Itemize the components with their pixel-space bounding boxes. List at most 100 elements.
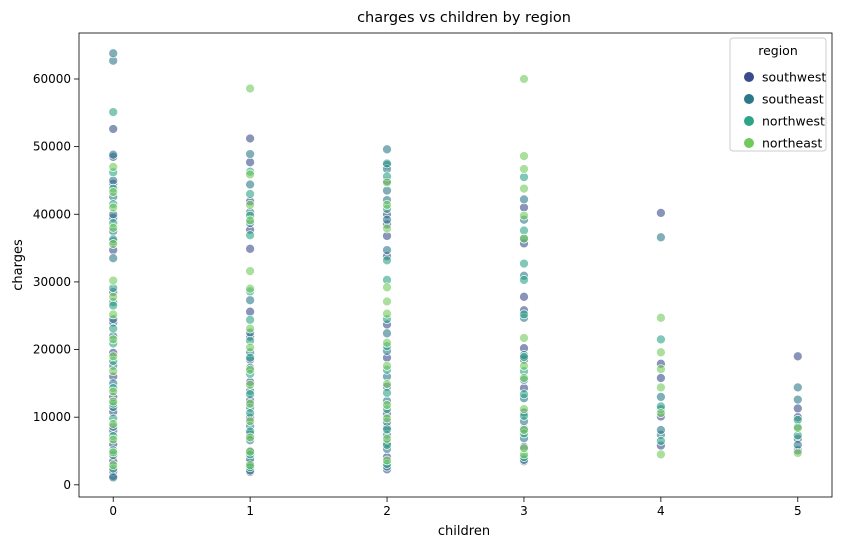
- data-point-southeast-57: [656, 425, 666, 435]
- data-point-northwest-33: [382, 424, 392, 435]
- data-point-northwest-50: [519, 309, 529, 320]
- chart-title: charges vs children by region: [357, 10, 571, 26]
- data-point-northeast-51: [519, 333, 529, 343]
- data-point-northeast-42: [382, 223, 392, 234]
- data-point-southwest-31: [245, 133, 255, 144]
- data-point-southwest-66: [792, 351, 803, 362]
- data-point-northeast-52: [519, 233, 529, 244]
- y-tick-label: 20000: [33, 343, 71, 357]
- series-northeast: [108, 74, 803, 471]
- data-point-northwest-29: [245, 189, 255, 199]
- data-point-northwest-43: [382, 158, 392, 169]
- data-point-northeast-18: [245, 446, 255, 457]
- data-point-northeast-0: [108, 460, 119, 471]
- data-point-southeast-60: [656, 232, 666, 243]
- data-point-northeast-38: [382, 337, 392, 348]
- legend: region southwest southeast northwest northe…: [729, 37, 827, 152]
- data-point-northeast-33: [382, 433, 392, 444]
- data-point-northeast-12: [108, 239, 119, 249]
- data-point-southeast-0: [108, 472, 119, 483]
- data-point-northeast-49: [519, 373, 529, 383]
- data-point-northeast-30: [245, 169, 255, 180]
- legend-marker-southwest: [744, 72, 754, 82]
- data-point-northwest-59: [792, 415, 803, 425]
- data-point-southeast-39: [382, 245, 392, 255]
- y-tick-label: 10000: [33, 410, 71, 424]
- data-point-northeast-46: [519, 443, 529, 454]
- data-point-northwest-21: [245, 389, 255, 400]
- data-point-southeast-30: [245, 149, 255, 159]
- data-point-northeast-21: [245, 398, 255, 409]
- data-point-northeast-1: [108, 447, 119, 458]
- legend-items: southwest southeast northwest northeast: [744, 70, 826, 151]
- data-point-southwest-16: [108, 124, 119, 134]
- data-point-northwest-35: [382, 387, 392, 398]
- data-point-southwest-59: [656, 373, 666, 383]
- data-point-northeast-59: [656, 408, 666, 418]
- x-axis-label: children: [438, 524, 490, 539]
- data-point-northwest-47: [519, 389, 529, 400]
- data-point-northwest-53: [519, 225, 529, 236]
- legend-label-northeast: northeast: [762, 136, 822, 151]
- data-point-northeast-34: [382, 413, 392, 424]
- y-axis-label: charges: [11, 239, 26, 291]
- data-point-southwest-30: [245, 157, 255, 168]
- data-point-northeast-5: [108, 386, 119, 397]
- data-point-northeast-60: [656, 382, 666, 393]
- data-point-southeast-61: [792, 440, 803, 450]
- data-point-northwest-27: [245, 230, 255, 241]
- data-point-southeast-29: [245, 179, 255, 190]
- legend-label-southwest: southwest: [762, 70, 826, 85]
- data-point-northeast-23: [245, 364, 255, 375]
- data-point-northeast-56: [519, 151, 529, 161]
- data-point-southeast-42: [382, 185, 392, 196]
- data-point-northeast-53: [519, 210, 529, 221]
- data-point-southeast-59: [656, 392, 666, 402]
- data-point-southeast-44: [382, 144, 392, 155]
- data-point-southeast-55: [519, 194, 529, 205]
- data-point-southeast-26: [245, 295, 255, 306]
- data-point-northeast-65: [792, 423, 803, 433]
- data-point-northeast-19: [245, 432, 255, 443]
- data-point-northeast-27: [245, 266, 255, 276]
- x-tick-label: 0: [109, 504, 117, 518]
- data-point-northwest-51: [519, 275, 529, 285]
- data-point-northeast-64: [792, 448, 803, 458]
- data-point-northeast-20: [245, 416, 255, 427]
- data-point-northeast-50: [519, 360, 529, 371]
- data-point-southeast-16: [108, 48, 119, 59]
- data-point-northwest-8: [108, 323, 119, 334]
- data-point-northeast-25: [245, 323, 255, 334]
- data-point-northeast-26: [245, 283, 255, 294]
- data-point-northeast-13: [108, 222, 119, 233]
- legend-marker-northeast: [744, 138, 754, 148]
- data-point-northeast-48: [519, 404, 529, 414]
- data-point-northeast-8: [108, 334, 119, 345]
- data-point-southeast-64: [792, 382, 803, 393]
- data-point-southwest-26: [245, 306, 255, 317]
- data-point-northeast-17: [245, 460, 255, 471]
- data-point-northeast-43: [382, 199, 392, 210]
- x-tick-label: 4: [657, 504, 665, 518]
- legend-label-northwest: northwest: [762, 114, 825, 129]
- data-point-northeast-3: [108, 419, 119, 429]
- data-point-northwest-49: [519, 352, 529, 362]
- data-point-northeast-35: [382, 400, 392, 410]
- data-point-northeast-62: [656, 347, 666, 358]
- data-point-northwest-54: [519, 172, 529, 182]
- data-point-northeast-40: [382, 296, 392, 307]
- data-point-southeast-9: [108, 253, 119, 264]
- data-point-northeast-63: [656, 312, 666, 323]
- y-tick-label: 0: [63, 478, 71, 492]
- legend-box: [729, 37, 827, 152]
- x-axis-ticks: 0 1 2 3 4 5: [109, 497, 802, 518]
- x-tick-label: 1: [246, 504, 254, 518]
- y-tick-label: 50000: [33, 140, 71, 154]
- data-point-northeast-32: [382, 455, 392, 466]
- y-tick-label: 40000: [33, 207, 71, 221]
- plot-area-frame: [78, 32, 833, 498]
- data-point-northwest-9: [108, 300, 119, 311]
- y-tick-label: 30000: [33, 275, 71, 289]
